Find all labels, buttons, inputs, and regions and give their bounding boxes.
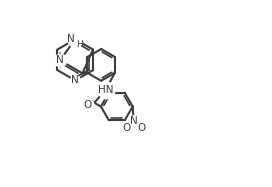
Text: H: H [76, 40, 83, 49]
Text: N: N [71, 75, 79, 85]
Text: N: N [71, 76, 78, 86]
Text: N: N [130, 116, 138, 125]
Text: N: N [67, 34, 74, 44]
Text: N: N [56, 55, 64, 65]
Text: O: O [122, 123, 130, 133]
Text: O: O [84, 100, 92, 110]
Text: HN: HN [98, 85, 113, 95]
Text: O: O [137, 123, 145, 133]
